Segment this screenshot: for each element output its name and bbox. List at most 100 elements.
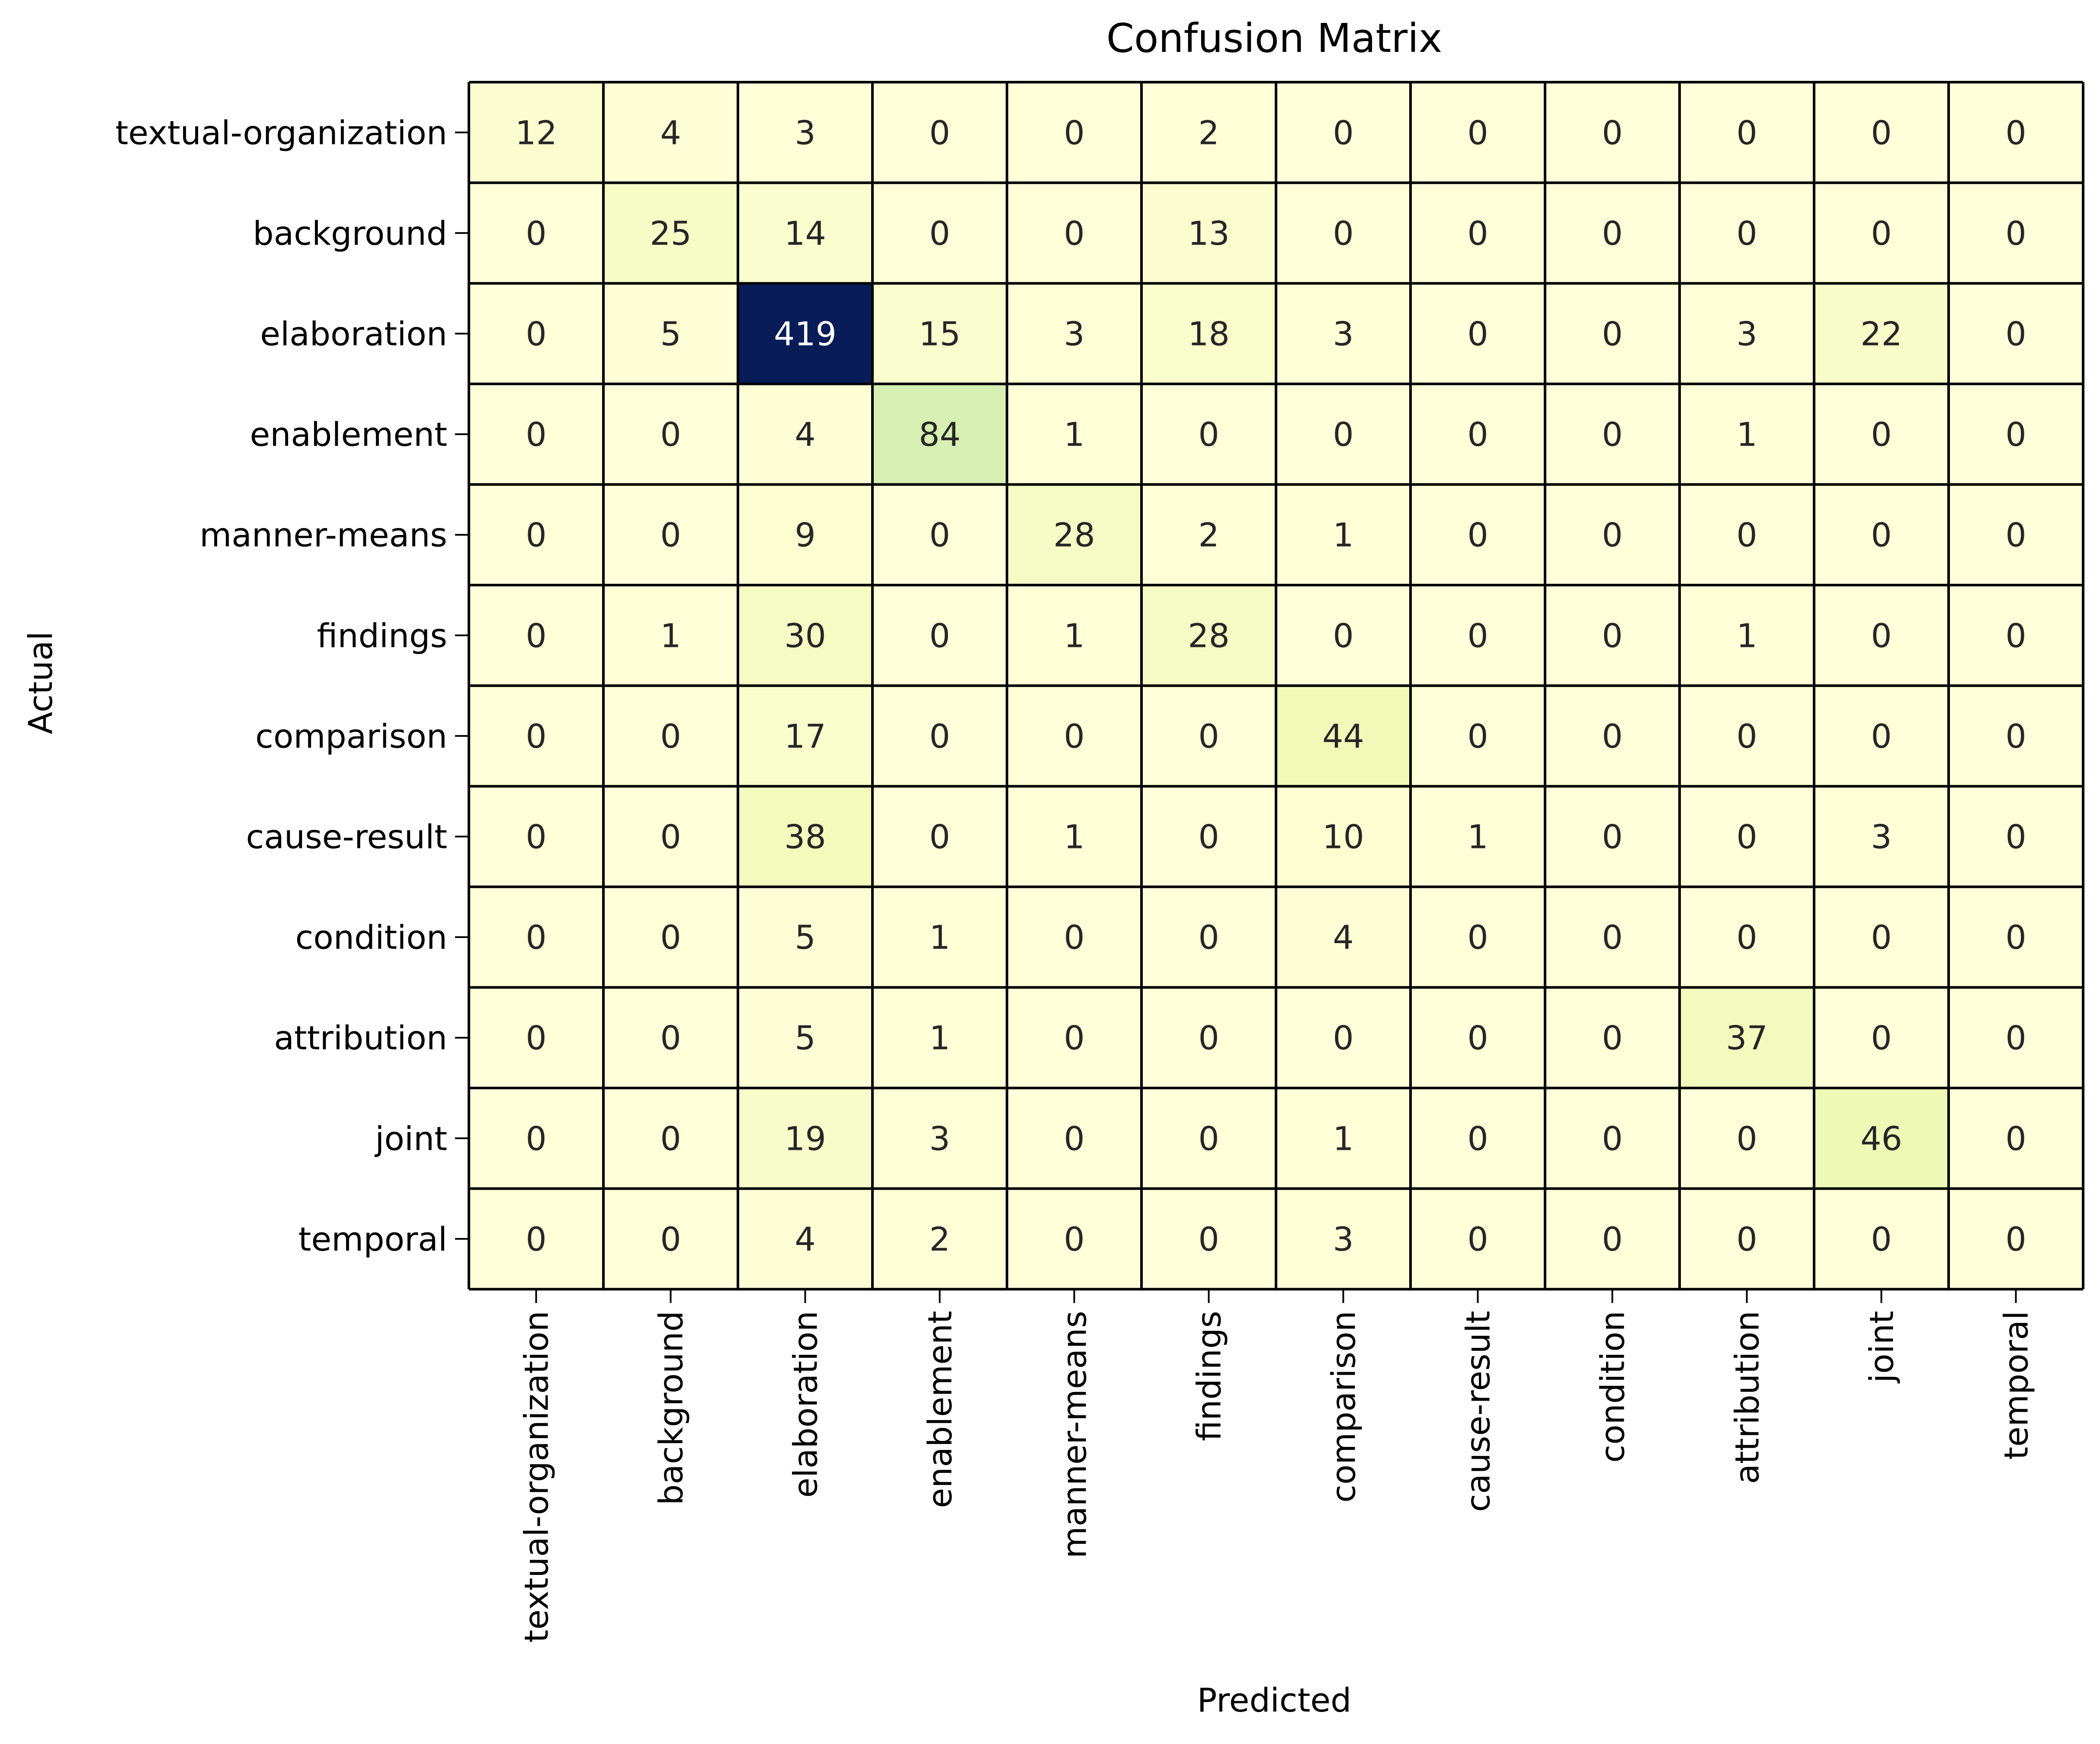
cell-findings-cause-result	[1411, 585, 1545, 686]
cell-enablement-joint	[1814, 384, 1949, 485]
cell-comparison-textual-organization	[469, 685, 603, 787]
cell-value-label: 0	[1064, 1119, 1084, 1158]
cell-manner-means-attribution	[1680, 484, 1814, 585]
cell-cause-result-background	[603, 786, 738, 887]
cell-value-label: 13	[1188, 214, 1230, 253]
cell-value-label: 0	[1064, 1019, 1084, 1057]
y-tick-label-elaboration: elaboration	[260, 315, 447, 353]
cell-value-label: 0	[660, 717, 681, 755]
cell-value-label: 0	[1602, 818, 1622, 856]
cell-value-label: 2	[1198, 113, 1219, 152]
cell-enablement-manner-means	[1007, 384, 1141, 485]
cell-value-label: 0	[2005, 315, 2026, 353]
x-tick-label-findings: findings	[1190, 1311, 1228, 1441]
cell-value-label: 19	[784, 1119, 826, 1158]
cell-enablement-attribution	[1680, 384, 1814, 485]
cell-textual-organization-joint	[1814, 82, 1949, 183]
y-tick-label-background: background	[253, 214, 447, 253]
cell-value-label: 0	[1064, 1220, 1084, 1258]
cell-elaboration-joint	[1814, 283, 1949, 384]
cell-temporal-findings	[1141, 1188, 1276, 1290]
cell-value-label: 0	[1871, 616, 1892, 655]
heatmap-grid	[468, 81, 2084, 1291]
cell-value-label: 0	[526, 1119, 546, 1158]
cell-manner-means-cause-result	[1411, 484, 1545, 585]
cell-joint-joint	[1814, 1088, 1949, 1189]
cell-joint-cause-result	[1411, 1088, 1545, 1189]
cell-value-label: 0	[1871, 1019, 1892, 1057]
cell-value-label: 0	[526, 918, 546, 957]
cell-value-label: 0	[1333, 415, 1353, 454]
cell-joint-enablement	[872, 1088, 1007, 1189]
y-tick-label-condition: condition	[295, 918, 447, 957]
cell-value-label: 0	[1467, 918, 1488, 957]
cell-attribution-findings	[1141, 987, 1276, 1088]
cell-value-label: 0	[929, 717, 950, 755]
cell-value-label: 1	[1064, 616, 1084, 655]
cell-value-label: 1	[660, 616, 681, 655]
cell-value-label: 0	[1736, 516, 1757, 554]
cell-value-label: 0	[1198, 918, 1219, 957]
cell-temporal-background	[603, 1188, 738, 1290]
cell-enablement-cause-result	[1411, 384, 1545, 485]
cell-value-label: 0	[1871, 113, 1892, 152]
cell-temporal-enablement	[872, 1188, 1007, 1290]
cell-value-label: 0	[660, 918, 681, 957]
x-tick-label-elaboration: elaboration	[786, 1311, 825, 1498]
cell-value-label: 0	[1333, 113, 1353, 152]
cell-attribution-textual-organization	[469, 987, 603, 1088]
cell-value-label: 1	[1333, 1119, 1353, 1158]
cell-joint-elaboration	[738, 1088, 872, 1189]
x-tick-label-cause-result: cause-result	[1459, 1311, 1497, 1512]
cell-comparison-condition	[1545, 685, 1680, 787]
cell-value-label: 9	[795, 516, 815, 554]
cell-attribution-elaboration	[738, 987, 872, 1088]
cell-value-label: 0	[1467, 1119, 1488, 1158]
heatmap-cells: 12 4 3 0 0 2 0 0 0 0 0 00 25 14 0 0 13 0 0 0 0 0 00 5 419 15 3 18 3 0…	[469, 82, 2083, 1290]
cell-manner-means-background	[603, 484, 738, 585]
cell-manner-means-condition	[1545, 484, 1680, 585]
cell-manner-means-joint	[1814, 484, 1949, 585]
cell-background-condition	[1545, 182, 1680, 284]
cell-cause-result-condition	[1545, 786, 1680, 887]
cell-enablement-comparison	[1276, 384, 1411, 485]
cell-textual-organization-cause-result	[1411, 82, 1545, 183]
cell-value-label: 3	[1871, 818, 1892, 856]
cell-value-label: 0	[1467, 616, 1488, 655]
cell-value-label: 0	[1064, 717, 1084, 755]
cell-background-manner-means	[1007, 182, 1141, 284]
cell-value-label: 0	[660, 818, 681, 856]
cell-findings-comparison	[1276, 585, 1411, 686]
cell-value-label: 5	[660, 315, 681, 353]
cell-value-label: 0	[929, 616, 950, 655]
cell-value-label: 0	[526, 315, 546, 353]
cell-value-label: 22	[1860, 315, 1902, 353]
cell-cause-result-manner-means	[1007, 786, 1141, 887]
cell-background-temporal	[1949, 182, 2083, 284]
cell-comparison-cause-result	[1411, 685, 1545, 787]
cell-textual-organization-condition	[1545, 82, 1680, 183]
y-tick-label-cause-result: cause-result	[246, 818, 447, 856]
cell-condition-textual-organization	[469, 886, 603, 988]
cell-comparison-elaboration	[738, 685, 872, 787]
cell-elaboration-manner-means	[1007, 283, 1141, 384]
cell-value-label: 0	[1871, 214, 1892, 253]
cell-value-label: 25	[650, 214, 692, 253]
cell-value-label: 1	[1736, 415, 1757, 454]
cell-elaboration-enablement	[872, 283, 1007, 384]
cell-value-label: 0	[1602, 516, 1622, 554]
cell-temporal-attribution	[1680, 1188, 1814, 1290]
cell-findings-enablement	[872, 585, 1007, 686]
cell-value-label: 0	[1467, 1220, 1488, 1258]
cell-joint-manner-means	[1007, 1088, 1141, 1189]
cell-value-label: 44	[1322, 717, 1364, 755]
cell-value-label: 3	[795, 113, 815, 152]
cell-condition-condition	[1545, 886, 1680, 988]
cell-textual-organization-temporal	[1949, 82, 2083, 183]
cell-value-label: 3	[1333, 315, 1353, 353]
cell-manner-means-temporal	[1949, 484, 2083, 585]
cell-value-label: 0	[1198, 818, 1219, 856]
cell-cause-result-enablement	[872, 786, 1007, 887]
cell-value-label: 0	[1198, 717, 1219, 755]
cell-manner-means-comparison	[1276, 484, 1411, 585]
